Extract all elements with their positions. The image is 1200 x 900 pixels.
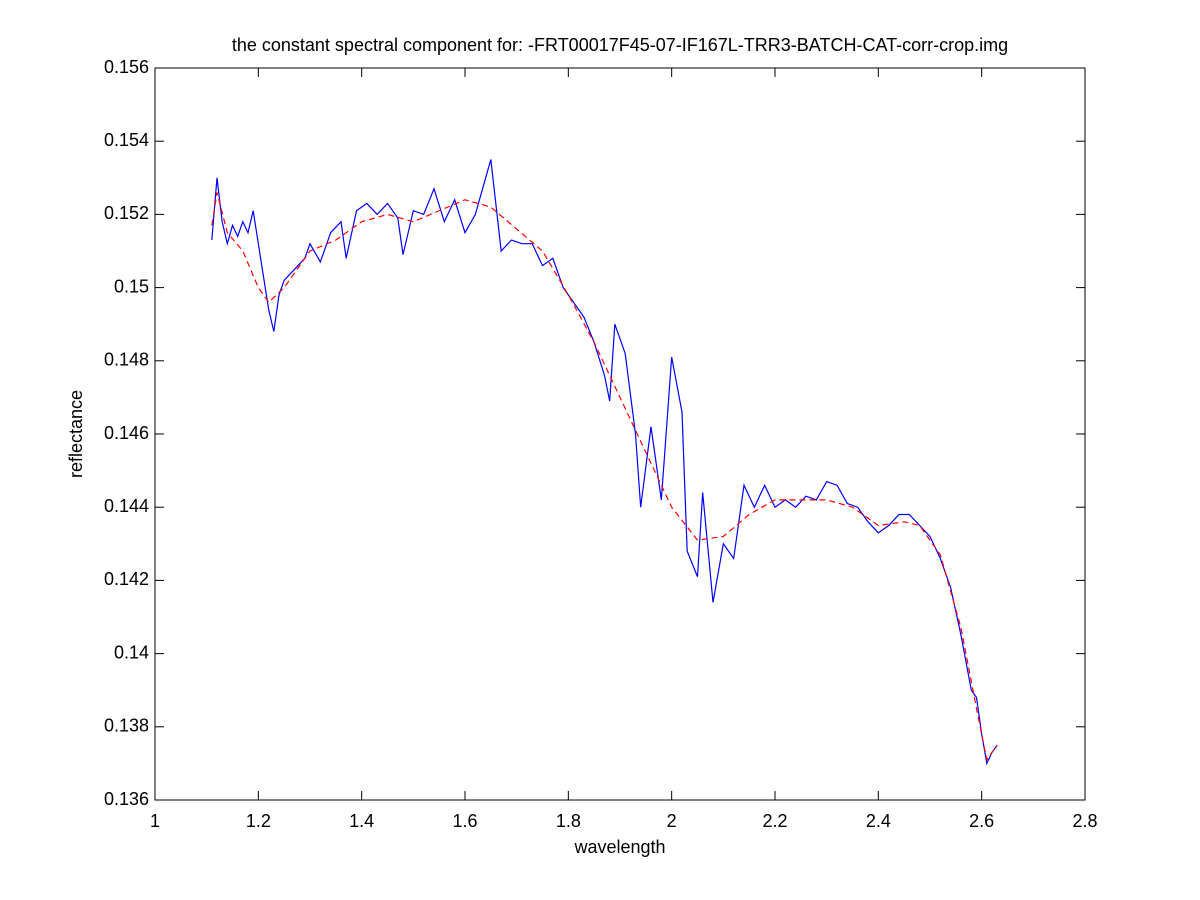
y-tick-label: 0.144 [104, 496, 149, 516]
y-tick-label: 0.156 [104, 57, 149, 77]
y-tick-label: 0.138 [104, 716, 149, 736]
y-tick-label: 0.15 [114, 276, 149, 296]
y-tick-label: 0.14 [114, 642, 149, 662]
y-tick-label: 0.152 [104, 203, 149, 223]
y-axis-label: reflectance [66, 390, 86, 478]
x-tick-label: 2.2 [762, 811, 787, 831]
data-line [211, 192, 998, 762]
x-tick-label: 1.6 [452, 811, 477, 831]
x-tick-label: 1.2 [246, 811, 271, 831]
x-tick-label: 1 [150, 811, 160, 831]
y-tick-label: 0.146 [104, 423, 149, 443]
x-tick-label: 2.6 [969, 811, 994, 831]
x-axis-label: wavelength [573, 837, 665, 857]
x-tick-label: 2.8 [1072, 811, 1097, 831]
data-line [211, 159, 998, 766]
y-tick-label: 0.142 [104, 569, 149, 589]
chart-title: the constant spectral component for: -FR… [232, 35, 1008, 55]
x-tick-label: 2 [667, 811, 677, 831]
x-tick-label: 1.8 [556, 811, 581, 831]
y-tick-label: 0.136 [104, 789, 149, 809]
y-tick-label: 0.148 [104, 350, 149, 370]
y-tick-label: 0.154 [104, 130, 149, 150]
x-tick-label: 1.4 [349, 811, 374, 831]
x-tick-label: 2.4 [866, 811, 891, 831]
